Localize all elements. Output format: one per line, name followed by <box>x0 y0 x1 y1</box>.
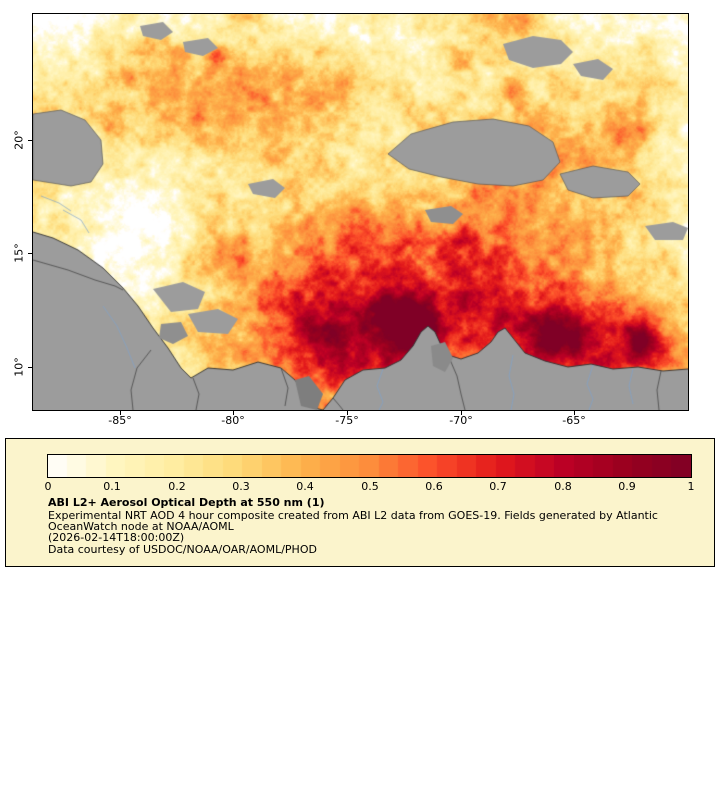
x-tick-label: -80° <box>221 414 245 427</box>
y-tick-mark <box>28 253 32 254</box>
colorbar-tick-label: 1 <box>687 480 695 493</box>
x-tick-mark <box>461 411 462 415</box>
legend-title: ABI L2+ Aerosol Optical Depth at 550 nm … <box>48 496 325 509</box>
x-tick-label: -65° <box>562 414 586 427</box>
x-tick-label: -85° <box>108 414 132 427</box>
x-tick-label: -70° <box>449 414 473 427</box>
legend-description-line1: Experimental NRT AOD 4 hour composite cr… <box>48 509 658 522</box>
y-tick-label: 15° <box>12 243 26 263</box>
x-tick-mark <box>120 411 121 415</box>
colorbar-tick-label: 0 <box>44 480 52 493</box>
legend-timestamp: (2026-02-14T18:00:00Z) <box>48 531 185 544</box>
y-tick-label: 10° <box>12 357 26 377</box>
colorbar-tick-label: 0.3 <box>232 480 250 493</box>
colorbar-tick-label: 0.9 <box>618 480 636 493</box>
x-tick-mark <box>347 411 348 415</box>
x-tick-mark <box>574 411 575 415</box>
colorbar-tick-label: 0.6 <box>425 480 443 493</box>
colorbar-tick-label: 0.4 <box>296 480 314 493</box>
colorbar-tick-label: 0.1 <box>103 480 121 493</box>
map-frame <box>32 13 689 411</box>
x-tick-label: -75° <box>335 414 359 427</box>
legend-box: 0 0.1 0.2 0.3 0.4 0.5 0.6 0.7 0.8 0.9 1 … <box>5 438 715 567</box>
colorbar <box>47 454 692 478</box>
legend-description-line2: OceanWatch node at NOAA/AOML <box>48 520 234 533</box>
aod-map-canvas <box>33 14 688 410</box>
colorbar-tick-label: 0.8 <box>554 480 572 493</box>
colorbar-tick-label: 0.5 <box>361 480 379 493</box>
colorbar-canvas <box>48 455 691 477</box>
y-tick-mark <box>28 140 32 141</box>
colorbar-tick-label: 0.2 <box>168 480 186 493</box>
x-tick-mark <box>233 411 234 415</box>
y-tick-label: 20° <box>12 130 26 150</box>
colorbar-tick-label: 0.7 <box>489 480 507 493</box>
legend-credit: Data courtesy of USDOC/NOAA/OAR/AOML/PHO… <box>48 543 317 556</box>
y-tick-mark <box>28 367 32 368</box>
